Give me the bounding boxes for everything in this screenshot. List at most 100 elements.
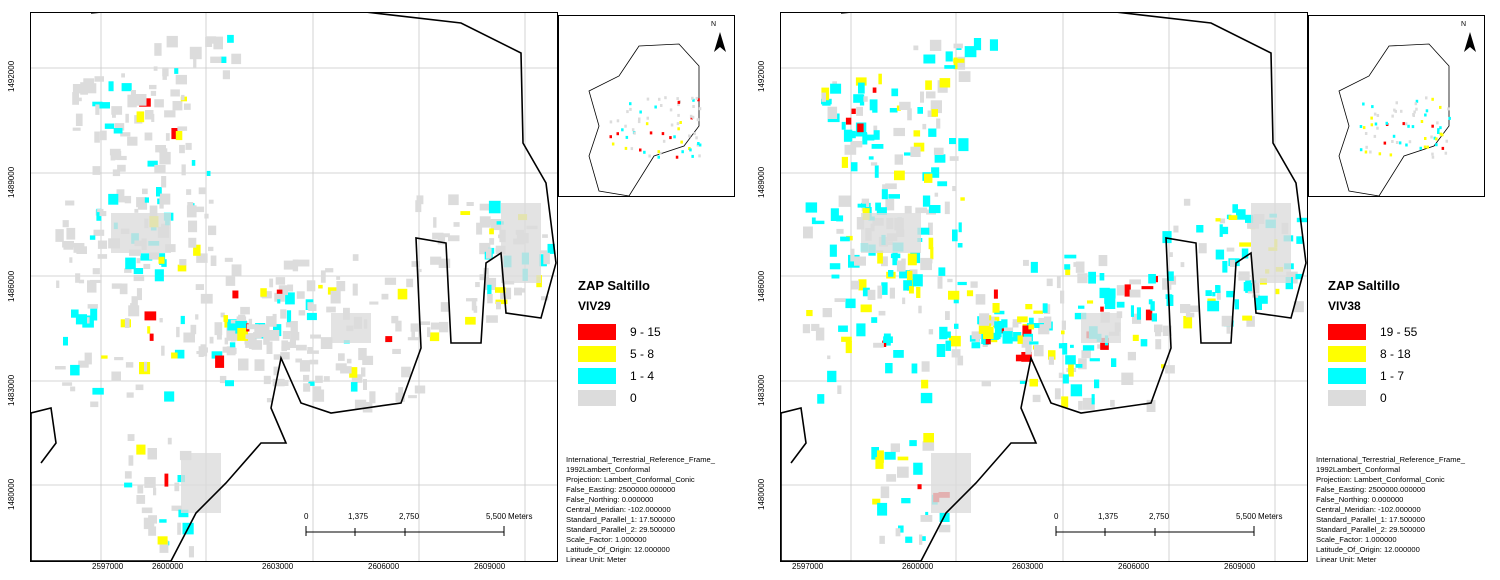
city-block bbox=[1065, 355, 1076, 365]
city-block bbox=[542, 234, 548, 238]
city-block bbox=[56, 280, 60, 288]
city-block bbox=[326, 306, 336, 313]
city-block bbox=[479, 203, 490, 211]
city-block bbox=[227, 319, 240, 331]
legend-swatch bbox=[1328, 368, 1366, 384]
x-tick-label: 2600000 bbox=[152, 562, 184, 571]
city-block bbox=[174, 349, 185, 359]
city-block bbox=[877, 502, 888, 516]
city-block bbox=[1295, 273, 1303, 280]
legend: ZAP Saltillo VIV38 19 - 55 8 - 18 1 - 7 … bbox=[1328, 278, 1488, 409]
city-block bbox=[135, 384, 144, 391]
city-block bbox=[229, 342, 236, 348]
city-block bbox=[489, 228, 494, 235]
projection-line: False_Easting: 2500000.000000 bbox=[1316, 485, 1426, 494]
y-tick-label: 1489000 bbox=[757, 166, 766, 198]
legend-variable: VIV38 bbox=[1328, 299, 1361, 313]
city-block bbox=[137, 485, 144, 494]
inset-block bbox=[1437, 128, 1440, 132]
city-block bbox=[167, 437, 172, 445]
main-map-viv38[interactable] bbox=[780, 12, 1308, 562]
y-tick-label: 1492000 bbox=[7, 60, 16, 92]
city-block bbox=[879, 535, 885, 544]
city-block bbox=[1222, 261, 1228, 273]
inset-block bbox=[696, 118, 700, 122]
city-block bbox=[1293, 301, 1304, 313]
inset-block bbox=[1374, 122, 1378, 126]
city-block bbox=[161, 176, 167, 188]
city-block bbox=[1065, 266, 1071, 276]
city-block bbox=[307, 350, 319, 354]
city-block bbox=[1219, 224, 1223, 237]
inset-block bbox=[676, 122, 680, 126]
city-block bbox=[917, 227, 930, 235]
inset-block bbox=[1364, 132, 1368, 135]
inset-block bbox=[664, 96, 667, 100]
city-block bbox=[543, 252, 550, 265]
city-block bbox=[448, 235, 460, 242]
city-block bbox=[308, 381, 315, 386]
legend-class-3: 1 - 7 bbox=[1328, 365, 1488, 387]
inset-block bbox=[625, 135, 629, 139]
inset-block bbox=[677, 127, 680, 131]
city-block bbox=[850, 248, 855, 262]
city-block bbox=[288, 263, 296, 268]
city-block bbox=[174, 68, 179, 74]
projection-line: Projection: Lambert_Conformal_Conic bbox=[566, 475, 695, 484]
city-block bbox=[957, 281, 967, 286]
north-label: N bbox=[1461, 21, 1467, 28]
city-block bbox=[128, 305, 140, 317]
city-block bbox=[166, 35, 178, 48]
city-block bbox=[1058, 372, 1065, 379]
city-block bbox=[1087, 300, 1094, 304]
city-block bbox=[1232, 204, 1238, 213]
city-block bbox=[144, 197, 149, 203]
inset-block bbox=[1404, 122, 1408, 126]
city-block bbox=[235, 320, 247, 334]
city-block bbox=[395, 320, 402, 332]
city-block bbox=[257, 324, 268, 336]
city-block bbox=[62, 220, 69, 228]
city-block bbox=[429, 332, 440, 342]
city-block bbox=[496, 301, 501, 310]
legend-swatch bbox=[1328, 346, 1366, 362]
city-block bbox=[78, 360, 89, 368]
city-block bbox=[1162, 278, 1172, 290]
inset-block bbox=[639, 148, 642, 152]
inset-block bbox=[692, 105, 695, 108]
city-block bbox=[922, 441, 935, 451]
inset-block bbox=[698, 154, 701, 158]
main-map-viv29[interactable] bbox=[30, 12, 558, 562]
inset-block bbox=[1430, 135, 1433, 139]
city-block bbox=[802, 324, 811, 334]
city-block bbox=[157, 536, 168, 545]
city-block bbox=[1070, 384, 1083, 397]
city-block bbox=[892, 252, 898, 266]
city-block bbox=[1078, 400, 1083, 410]
city-block bbox=[1104, 296, 1116, 309]
city-block bbox=[406, 278, 414, 288]
city-block bbox=[213, 36, 223, 50]
city-block bbox=[495, 287, 506, 293]
city-block bbox=[136, 111, 145, 123]
inset-block bbox=[1439, 132, 1442, 136]
projection-line: International_Terrestrial_Reference_Fram… bbox=[1316, 455, 1465, 464]
inset-block bbox=[698, 107, 702, 111]
city-block bbox=[140, 253, 153, 261]
city-block bbox=[907, 270, 913, 280]
city-block bbox=[479, 242, 491, 255]
map-canvas bbox=[781, 13, 1307, 561]
city-block bbox=[541, 296, 549, 301]
city-block bbox=[829, 244, 837, 257]
city-block bbox=[897, 456, 909, 461]
city-block bbox=[827, 370, 837, 383]
city-block bbox=[124, 482, 133, 488]
city-block bbox=[273, 354, 281, 360]
city-block bbox=[920, 392, 933, 404]
inset-block bbox=[631, 128, 635, 132]
city-block bbox=[78, 279, 85, 284]
city-block bbox=[124, 195, 132, 204]
city-block bbox=[417, 268, 422, 273]
city-block bbox=[922, 195, 931, 207]
city-block bbox=[936, 344, 946, 357]
